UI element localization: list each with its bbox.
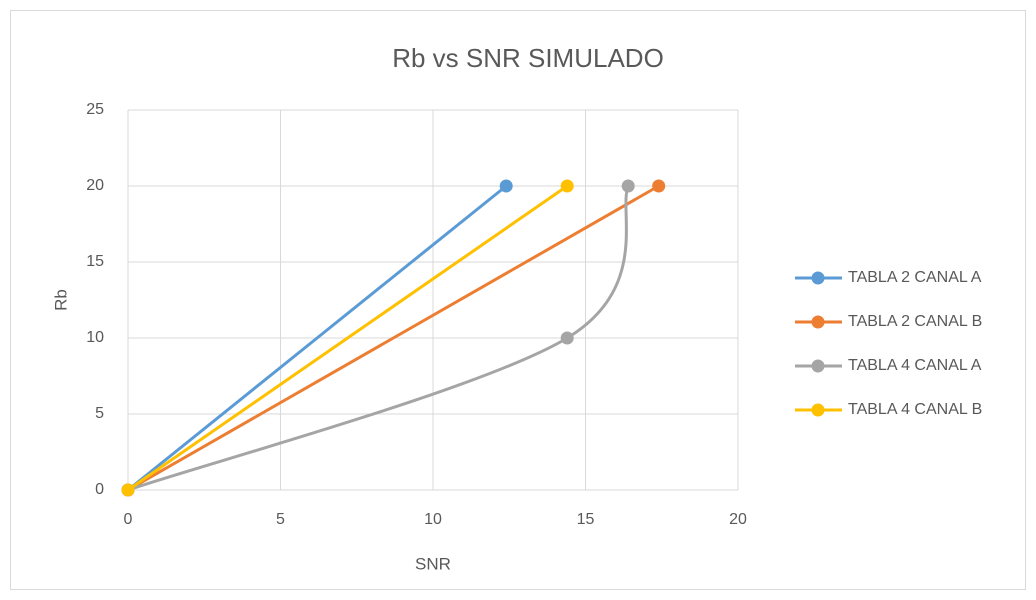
x-tick-label: 15 bbox=[577, 511, 595, 528]
legend-marker bbox=[811, 359, 825, 373]
point bbox=[621, 179, 635, 193]
x-tick-label: 10 bbox=[424, 511, 442, 528]
legend-label: TABLA 2 CANAL B bbox=[848, 313, 982, 330]
chart-title: Rb vs SNR SIMULADO bbox=[392, 43, 664, 73]
y-tick-label: 25 bbox=[86, 101, 104, 118]
point bbox=[560, 179, 574, 193]
point bbox=[560, 331, 574, 345]
y-tick-label: 0 bbox=[95, 481, 104, 498]
x-tick-label: 20 bbox=[729, 511, 747, 528]
y-tick-label: 20 bbox=[86, 177, 104, 194]
point bbox=[121, 483, 135, 497]
legend-label: TABLA 4 CANAL B bbox=[848, 401, 982, 418]
y-tick-label: 15 bbox=[86, 253, 104, 270]
x-tick-label: 5 bbox=[276, 511, 285, 528]
series-line bbox=[127, 184, 660, 492]
y-tick-label: 10 bbox=[86, 329, 104, 346]
legend-marker bbox=[811, 271, 825, 285]
legend-marker bbox=[811, 403, 825, 417]
y-tick-label: 5 bbox=[95, 405, 104, 422]
point bbox=[499, 179, 513, 193]
y-axis-label: Rb bbox=[51, 289, 70, 311]
legend-marker bbox=[811, 315, 825, 329]
series-line bbox=[127, 185, 630, 492]
x-tick-label: 0 bbox=[124, 511, 133, 528]
series-line bbox=[127, 184, 508, 492]
chart-border bbox=[10, 10, 1026, 590]
series-line bbox=[127, 184, 569, 492]
x-axis-label: SNR bbox=[415, 554, 451, 573]
legend-label: TABLA 2 CANAL A bbox=[848, 269, 982, 286]
point bbox=[652, 179, 666, 193]
legend-label: TABLA 4 CANAL A bbox=[848, 357, 982, 374]
